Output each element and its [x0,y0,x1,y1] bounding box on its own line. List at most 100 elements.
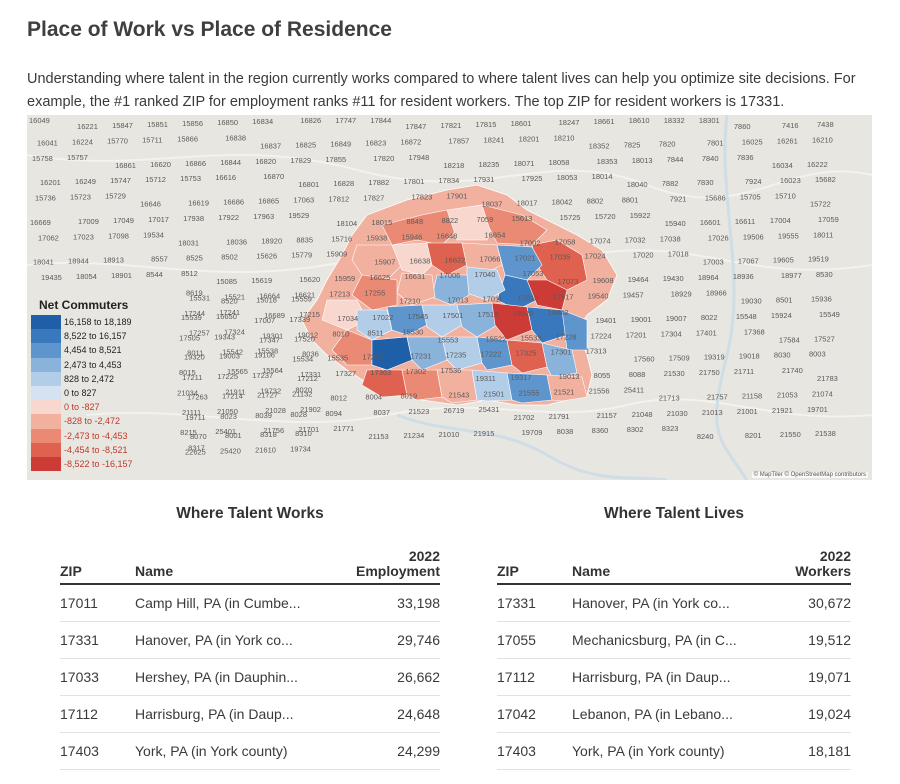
zip-label: 8619 [186,289,203,298]
zip-label: 8835 [296,235,313,244]
zip-label: 17244 [184,309,205,318]
zip-label: 25431 [479,405,500,414]
zip-label: 17210 [399,297,420,306]
zip-label: 17225 [217,372,238,381]
zip-label: 21030 [667,409,688,418]
column-header-year: 2022 [819,548,851,564]
column-header-zip[interactable]: ZIP [60,538,135,585]
zip-label: 17006 [440,271,461,280]
zip-label: 17231 [410,352,431,361]
table-row[interactable]: 17112 Harrisburg, PA (in Daup... 19,071 [497,658,851,696]
legend-swatch [31,400,61,415]
zip-label: 21713 [659,393,680,402]
column-header-name[interactable]: Name [572,538,762,585]
zip-label: 21921 [772,406,793,415]
zip-label: 16689 [264,311,285,320]
zip-label: 15723 [70,193,91,202]
zip-label: 7416 [782,121,799,130]
zip-label: 15542 [222,348,243,357]
zip-label: 15729 [105,192,126,201]
zip-label: 15722 [810,200,831,209]
zip-label: 17063 [293,196,314,205]
zip-label: 15909 [326,250,347,259]
zip-label: 21543 [449,390,470,399]
value-cell: 29,746 [335,621,440,659]
legend-item: -2,473 to -4,453 [31,428,166,443]
zip-label: 15534 [292,355,313,364]
work-table: ZIP Name 2022 Employment 17011 Camp Hill,… [60,538,440,770]
zip-label: 17301 [551,348,572,357]
zip-label: 15619 [251,276,272,285]
zip-label: 21911 [225,387,245,396]
live-table-section: Where Talent Lives ZIP Name 2022 Workers… [497,505,851,770]
legend-swatch [31,442,61,457]
zip-label-layer: 16049 16221 15847 15851 15856 16850 16834 16826… [29,116,840,457]
zip-label: 15686 [705,194,726,203]
zip-label: 8544 [146,270,163,279]
table-row[interactable]: 17042 Lebanon, PA (in Lebano... 19,024 [497,695,851,733]
zip-label: 17074 [590,236,611,245]
zip-label: 17304 [661,329,682,338]
zip-label: 18011 [813,230,833,239]
commuter-map[interactable]: 16049 16221 15847 15851 15856 16850 16834 16826… [27,115,872,480]
zip-label: 18014 [592,172,613,181]
table-row[interactable]: 17403 York, PA (in York county) 18,181 [497,732,851,770]
zip-label: 21053 [777,390,798,399]
zip-label: 17509 [669,354,690,363]
zip-label: 25420 [220,447,241,456]
zip-label: 17324 [224,327,245,336]
zip-label: 7836 [737,153,754,162]
zip-label: 19520 [513,309,534,318]
zip-label: 7921 [670,195,687,204]
zip-label: 21530 [664,369,685,378]
column-header-employment[interactable]: 2022 Employment [335,538,440,585]
zip-label: 15847 [112,121,133,130]
table-row[interactable]: 17033 Hershey, PA (in Dauphin... 26,662 [60,658,440,696]
zip-label: 17901 [447,192,468,201]
zip-label: 17038 [660,234,681,243]
zip-label: 16838 [225,133,246,142]
zip-label: 21521 [554,387,575,396]
map-canvas[interactable]: 16049 16221 15847 15851 15856 16850 16834 16826… [27,115,872,480]
zip-label: 19319 [704,353,725,362]
choropleth-region[interactable] [301,184,618,406]
column-header-name[interactable]: Name [135,538,335,585]
live-table: ZIP Name 2022 Workers 17331 Hanover, PA (… [497,538,851,770]
zip-label: 19001 [631,315,652,324]
zip-label: 19007 [666,314,687,323]
zip-label: 21771 [333,424,354,433]
zip-label: 15559 [291,295,312,304]
legend-label: -2,473 to -4,453 [64,430,128,441]
zip-label: 18936 [733,272,754,281]
table-row[interactable]: 17403 York, PA (in York county) 24,299 [60,732,440,770]
zip-label: 15770 [107,136,128,145]
table-row[interactable]: 17055 Mechanicsburg, PA (in C... 19,512 [497,621,851,659]
zip-label: 16823 [365,138,386,147]
zip-label: 21074 [812,389,833,398]
zip-label: 19519 [808,255,829,264]
zip-label: 17011 [483,295,503,304]
zip-label: 21157 [597,411,617,420]
legend-item: 0 to -827 [31,400,166,415]
table-row[interactable]: 17331 Hanover, PA (in York co... 30,672 [497,584,851,622]
zip-label: 17536 [441,366,462,375]
zip-cell: 17403 [497,732,572,770]
column-header-workers[interactable]: 2022 Workers [762,538,851,585]
zip-label: 15613 [512,214,533,223]
table-row[interactable]: 17331 Hanover, PA (in York co... 29,746 [60,621,440,659]
table-row[interactable]: 17112 Harrisburg, PA (in Daup... 24,648 [60,695,440,733]
zip-label: 16049 [29,116,50,125]
value-cell: 18,181 [762,732,851,770]
zip-label: 17235 [446,351,467,360]
zip-label: 16261 [777,136,798,145]
zip-label: 17327 [335,369,356,378]
column-header-zip[interactable]: ZIP [497,538,572,585]
zip-label: 19605 [773,256,794,265]
zip-label: 18332 [664,116,685,125]
zip-label: 18015 [371,218,392,227]
table-row[interactable]: 17011 Camp Hill, PA (in Cumbe... 33,198 [60,584,440,622]
map-attribution[interactable]: © MapTiler © OpenStreetMap contributors [751,472,868,478]
zip-label: 16025 [742,137,763,146]
zip-label: 21727 [257,390,278,399]
zip-label: 16648 [437,231,458,240]
